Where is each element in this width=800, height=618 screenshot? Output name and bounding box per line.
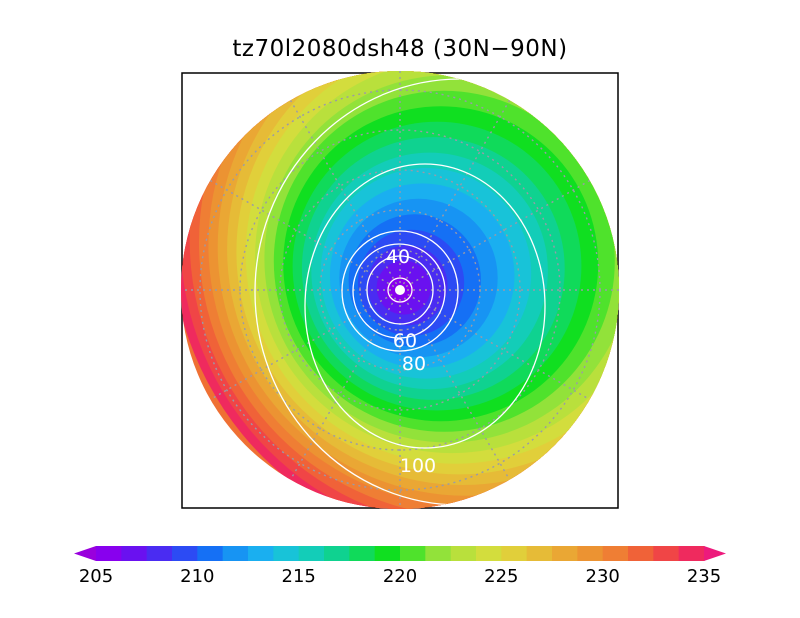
parallel — [279, 169, 521, 411]
colorbar-extend-high — [704, 546, 726, 561]
colorbar-swatch — [678, 546, 705, 561]
colorbar-tick-label: 205 — [78, 566, 114, 587]
graticule — [181, 71, 619, 509]
colorbar-swatch — [146, 546, 173, 561]
colorbar-swatch — [248, 546, 274, 561]
colorbar-swatch — [425, 546, 452, 561]
meridian — [289, 99, 511, 481]
colorbar-swatch — [96, 546, 122, 561]
colorbar-swatch — [476, 546, 502, 561]
colorbar-swatch — [653, 546, 680, 561]
colorbar-swatch — [628, 546, 654, 561]
contour-line — [387, 277, 413, 303]
parallel — [359, 249, 441, 331]
colorbar-swatch — [222, 546, 249, 561]
colorbar-tick-label: 215 — [281, 566, 316, 587]
colorbar-tick-label: 220 — [382, 566, 418, 587]
colorbar-swatch — [349, 546, 376, 561]
colorbar-extend-low — [74, 546, 96, 561]
contour-label: 80 — [402, 353, 426, 375]
colorbar-swatch — [374, 546, 401, 561]
colorbar-swatch — [324, 546, 350, 561]
meridian — [289, 99, 511, 481]
parallel — [239, 129, 561, 451]
colorbar-swatch — [197, 546, 224, 561]
colorbar-swatch — [526, 546, 553, 561]
plot-title: tz70l2080dsh48 (30N−90N) — [232, 36, 568, 62]
colorbar-tick-label: 210 — [180, 566, 215, 587]
colorbar-swatch — [552, 546, 578, 561]
colorbar-swatch — [400, 546, 426, 561]
parallel — [319, 209, 481, 371]
colorbar-swatch — [121, 546, 148, 561]
contour-label: 100 — [400, 455, 436, 477]
parallel — [199, 89, 601, 491]
colorbar-tick-label: 235 — [686, 566, 722, 587]
meridian — [209, 179, 591, 401]
pole-marker — [395, 285, 405, 295]
colorbar-swatch — [298, 546, 325, 561]
contour-line — [352, 243, 446, 339]
colorbar-swatch — [602, 546, 629, 561]
contour-label: 60 — [393, 330, 417, 352]
colorbar-swatch — [172, 546, 198, 561]
colorbar-swatch — [577, 546, 604, 561]
colorbar-swatch — [501, 546, 528, 561]
colorbar-swatch — [273, 546, 300, 561]
colorbar-swatch — [450, 546, 477, 561]
meridian — [209, 179, 591, 401]
contour-line — [341, 230, 459, 352]
contour-line — [366, 255, 434, 325]
colorbar-tick-label: 225 — [484, 566, 519, 587]
colorbar-tick-label: 230 — [585, 566, 620, 587]
contour-label: 40 — [386, 246, 410, 268]
contour-line — [304, 163, 546, 449]
colorbar — [74, 546, 726, 561]
